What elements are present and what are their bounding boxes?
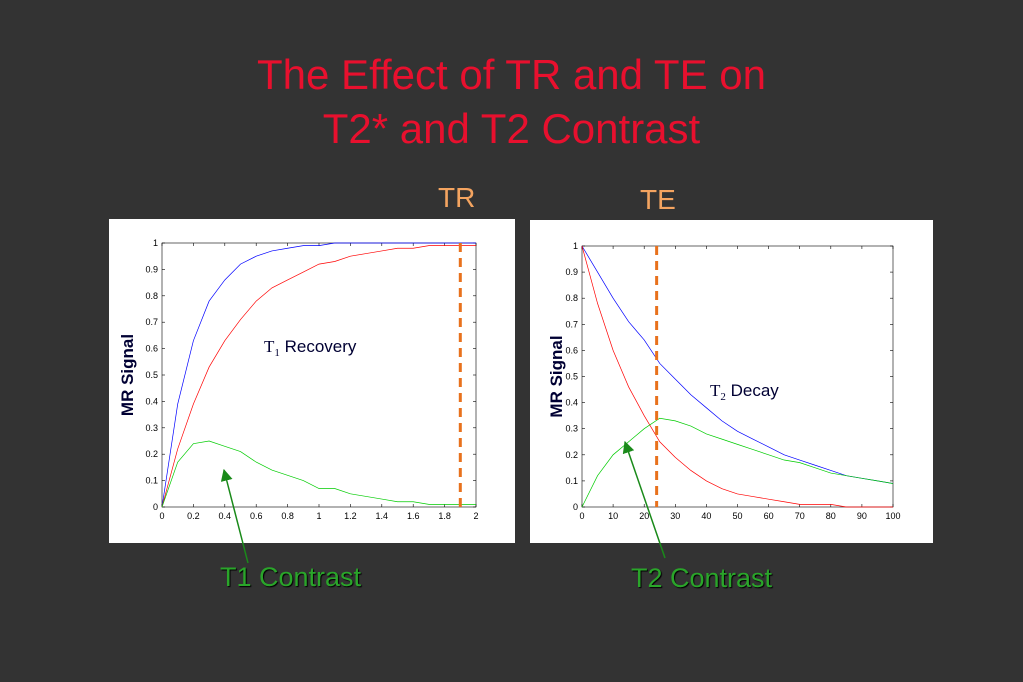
green-series-line — [581, 417, 894, 508]
x-tick-label: 40 — [701, 511, 711, 521]
chart-annotation: T1 Recovery — [264, 337, 357, 359]
blue-series-line — [581, 245, 894, 484]
y-tick-label: 0.6 — [565, 345, 578, 355]
y-tick-label: 0 — [573, 502, 578, 512]
x-tick-label: 80 — [826, 511, 836, 521]
t2-contrast-arrow — [622, 440, 666, 559]
x-tick-label: 1.8 — [438, 511, 451, 521]
title-line-2: T2* and T2 Contrast — [322, 105, 701, 152]
x-tick-label: 0 — [159, 511, 164, 521]
green-series-line — [161, 440, 476, 508]
y-tick-label: 0.4 — [145, 396, 158, 406]
x-tick-label: 60 — [764, 511, 774, 521]
y-tick-label: 0.9 — [145, 264, 158, 274]
title-line-1: The Effect of TR and TE on — [257, 51, 766, 98]
y-tick-label: 0.4 — [565, 398, 578, 408]
tr-label: TR — [438, 182, 476, 213]
x-tick-label: 1.6 — [407, 511, 420, 521]
t2-contrast-label: T2 Contrast — [631, 563, 773, 593]
x-tick-label: 0 — [579, 511, 584, 521]
y-tick-label: 0.1 — [145, 476, 158, 486]
y-tick-label: 0.5 — [145, 370, 158, 380]
x-tick-label: 100 — [885, 511, 900, 521]
y-tick-label: 1 — [573, 241, 578, 251]
x-tick-label: 0.4 — [219, 511, 232, 521]
te-label: TE — [640, 184, 676, 215]
t1-recovery-chart: 0 0.2 0.4 0.6 0.8 1 1.2 1.4 1.6 1.8 2 0 0.1 0.2 0.3 0.4… — [109, 219, 515, 543]
y-axis-label: MR Signal — [547, 335, 566, 417]
slide-title: The Effect of TR and TE on T2* and T2 Co… — [0, 48, 1023, 156]
t2-decay-chart: 0 10 20 30 40 50 60 70 80 90 100 0 0.1 0.2 0.3 0.4 0.5 0.… — [530, 220, 933, 543]
y-tick-label: 0.8 — [565, 293, 578, 303]
x-tick-label: 2 — [473, 511, 478, 521]
chart-annotation: T2 Decay — [710, 381, 779, 403]
y-axis-label: MR Signal — [118, 334, 137, 416]
y-tick-label: 1 — [153, 238, 158, 248]
y-tick-label: 0.2 — [145, 449, 158, 459]
red-series-line — [161, 245, 476, 508]
y-tick-label: 0.6 — [145, 344, 158, 354]
t1-contrast-label: T1 Contrast — [220, 562, 362, 592]
x-tick-label: 90 — [857, 511, 867, 521]
t1-chart-svg: 0 0.2 0.4 0.6 0.8 1 1.2 1.4 1.6 1.8 2 0 0.1 0.2 0.3 0.4… — [118, 238, 479, 521]
y-tick-label: 0.5 — [565, 372, 578, 382]
y-tick-label: 0.7 — [565, 319, 578, 329]
x-tick-label: 70 — [795, 511, 805, 521]
x-tick-label: 0.2 — [187, 511, 200, 521]
x-tick-label: 10 — [608, 511, 618, 521]
t2-chart-svg: 0 10 20 30 40 50 60 70 80 90 100 0 0.1 0.2 0.3 0.4 0.5 0.… — [547, 241, 901, 521]
y-tick-label: 0.8 — [145, 291, 158, 301]
y-tick-label: 0.2 — [565, 450, 578, 460]
x-tick-label: 1 — [316, 511, 321, 521]
x-tick-label: 0.6 — [250, 511, 263, 521]
y-tick-label: 0.7 — [145, 317, 158, 327]
x-tick-label: 30 — [670, 511, 680, 521]
y-tick-label: 0 — [153, 502, 158, 512]
y-tick-label: 0.9 — [565, 267, 578, 277]
t1-contrast-arrow — [220, 468, 249, 564]
x-tick-label: 1.4 — [376, 511, 389, 521]
x-tick-label: 0.8 — [281, 511, 294, 521]
y-tick-label: 0.3 — [565, 424, 578, 434]
red-series-line — [581, 245, 893, 508]
x-tick-label: 20 — [639, 511, 649, 521]
y-tick-label: 0.3 — [145, 423, 158, 433]
x-tick-label: 50 — [732, 511, 742, 521]
blue-series-line — [161, 242, 476, 508]
y-tick-label: 0.1 — [565, 476, 578, 486]
x-tick-label: 1.2 — [344, 511, 357, 521]
